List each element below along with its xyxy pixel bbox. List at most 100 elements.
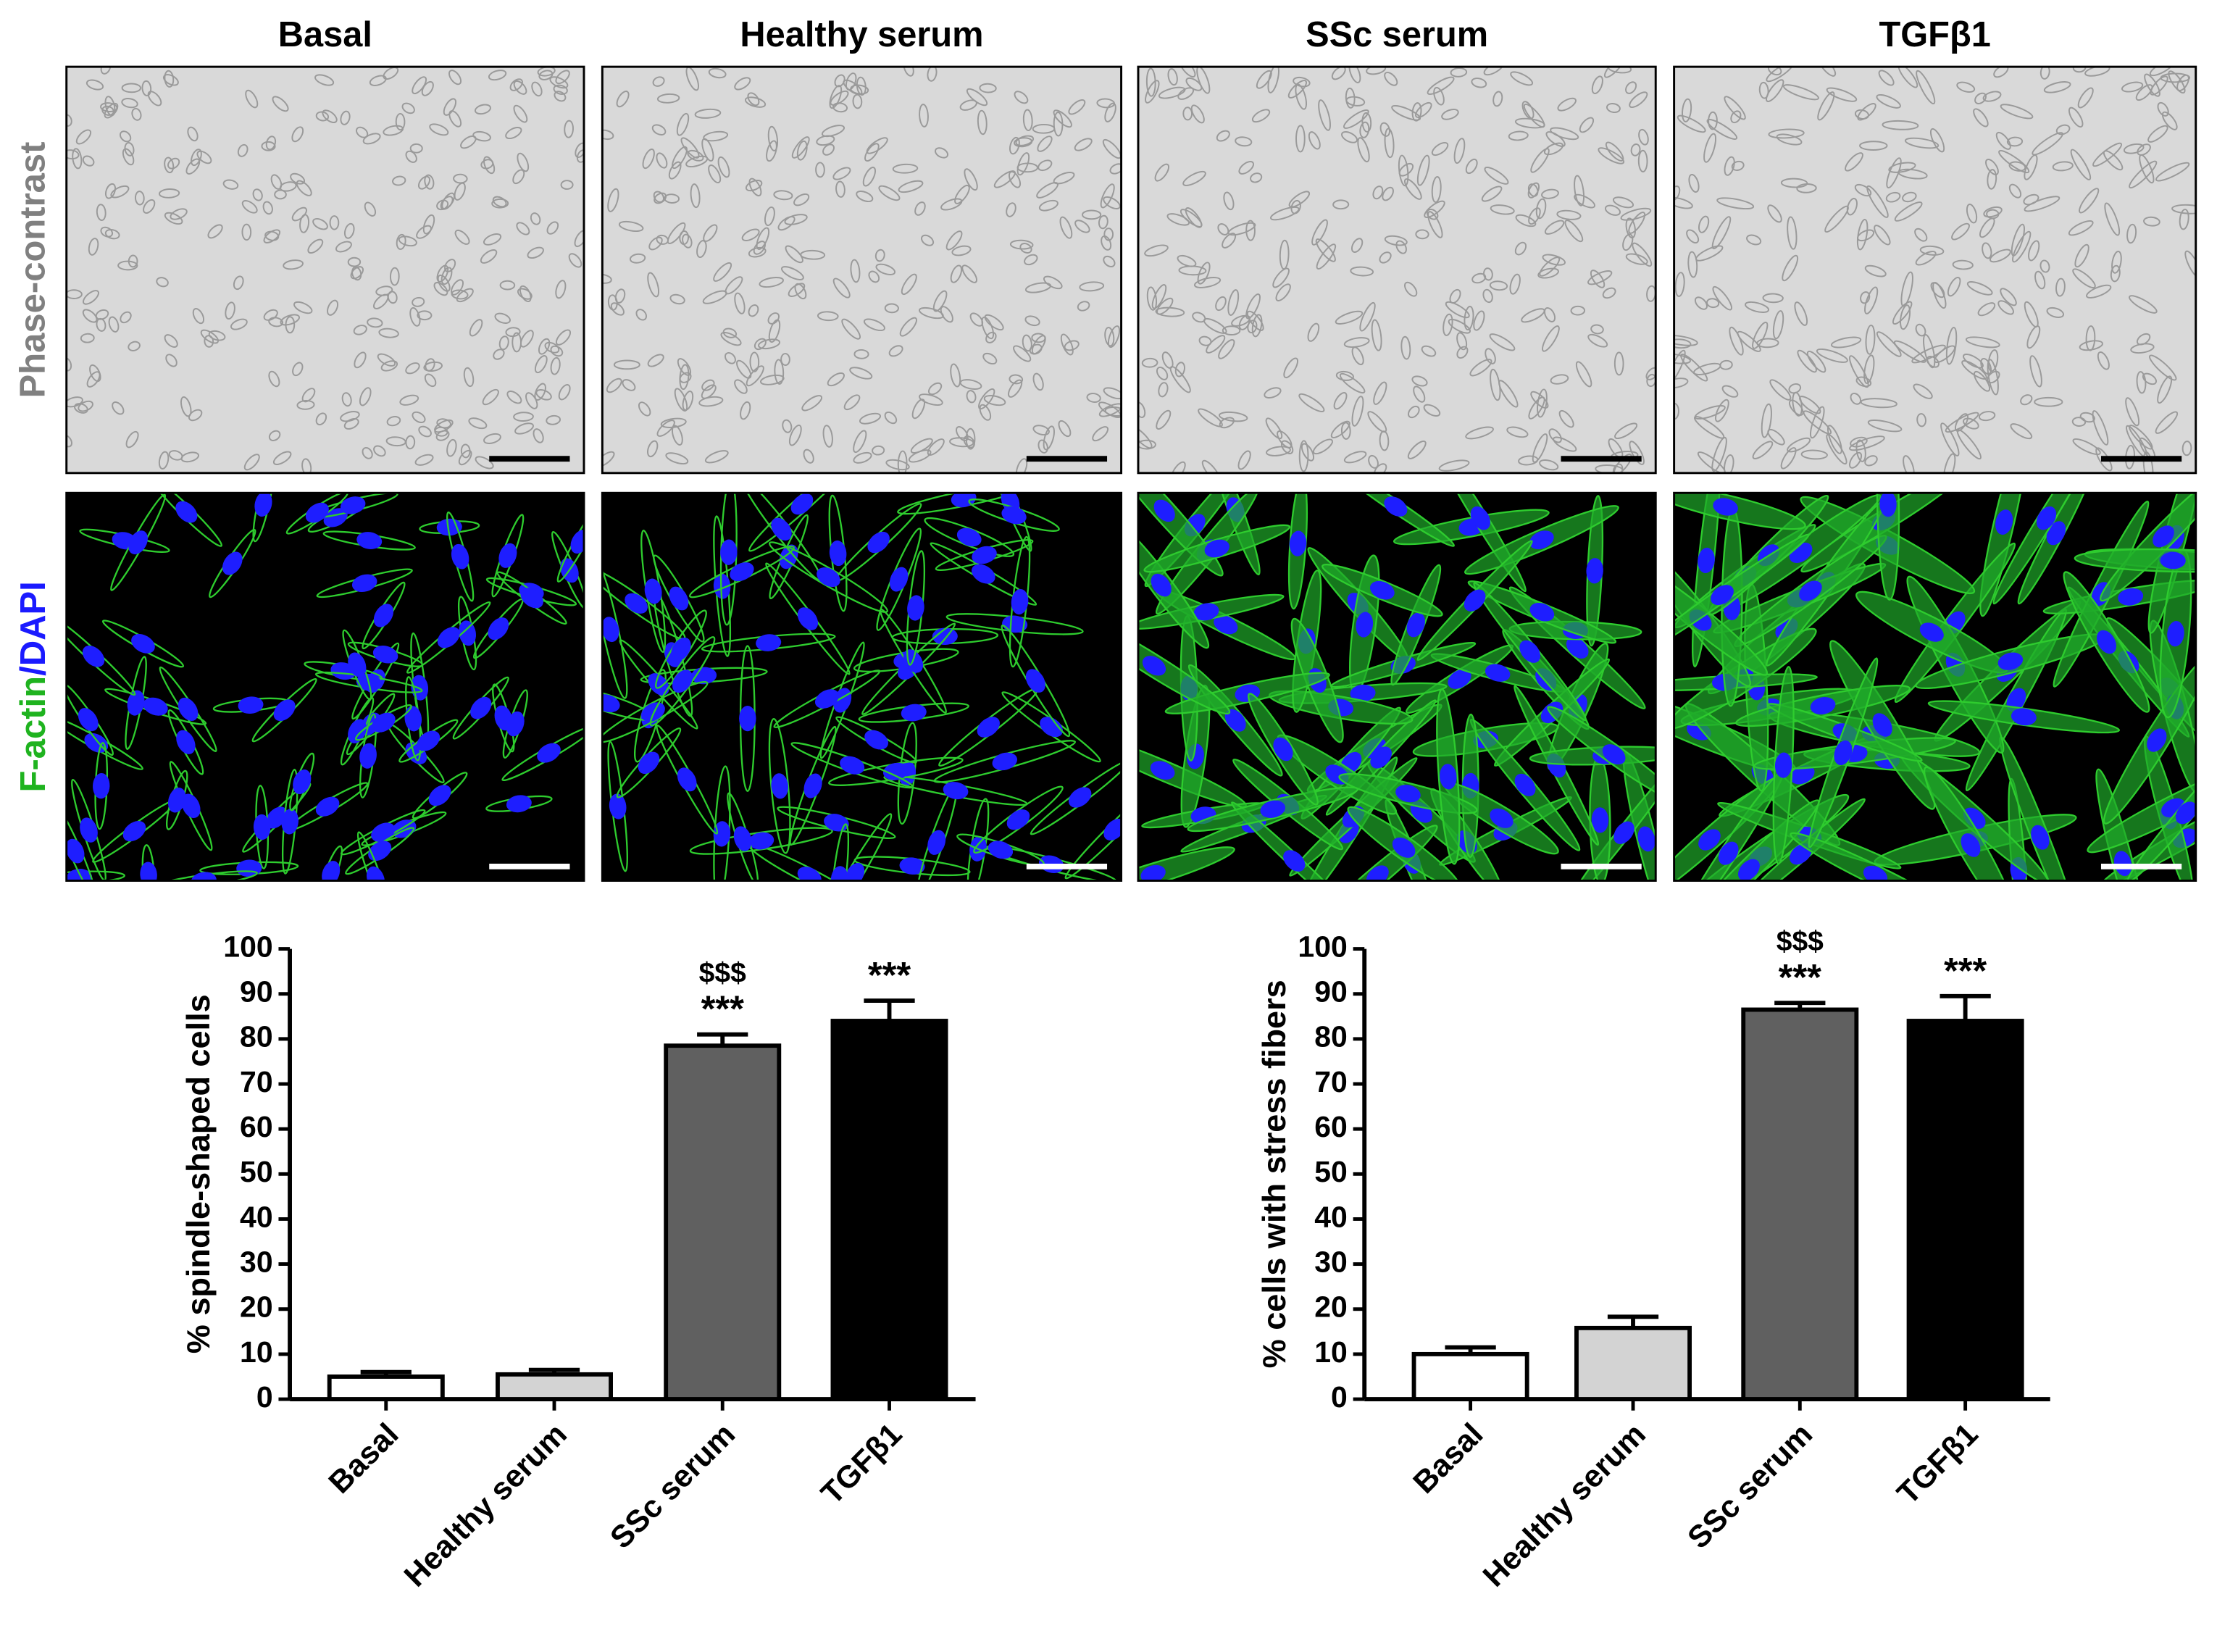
cell — [1826, 433, 1848, 465]
cell — [245, 89, 259, 109]
cell — [296, 399, 315, 410]
cell — [272, 96, 289, 112]
cell — [534, 383, 546, 401]
cell — [1708, 111, 1718, 130]
cell — [774, 359, 785, 385]
cell — [1022, 109, 1033, 132]
cell — [1579, 117, 1595, 133]
cell — [1340, 422, 1351, 440]
nucleus — [1566, 637, 1589, 659]
cell — [1037, 439, 1048, 454]
cell — [1339, 372, 1366, 394]
nucleus — [2147, 728, 2167, 752]
cell — [378, 328, 399, 338]
cell — [517, 152, 530, 172]
cell — [884, 411, 898, 425]
cell — [1158, 86, 1186, 99]
cell — [2184, 250, 2196, 279]
cell — [1335, 310, 1364, 325]
cell — [1270, 206, 1300, 221]
cell — [208, 330, 226, 341]
cell — [656, 152, 668, 169]
cell — [1107, 325, 1121, 349]
cell — [1854, 183, 1872, 197]
cell — [919, 393, 943, 406]
cell — [196, 150, 212, 164]
cell — [488, 70, 507, 81]
cell — [1987, 359, 1999, 396]
cell — [268, 430, 281, 442]
cell — [2136, 333, 2151, 346]
cell — [1442, 313, 1453, 336]
cell — [437, 274, 451, 292]
cell — [104, 183, 117, 199]
cell — [335, 241, 352, 253]
cell — [83, 290, 99, 305]
cell — [1945, 327, 1958, 365]
cell — [454, 182, 466, 201]
cell — [1308, 131, 1321, 150]
cell — [698, 396, 724, 407]
cell — [672, 425, 683, 446]
cell — [950, 363, 961, 388]
cell — [764, 206, 775, 227]
nucleus — [122, 821, 146, 842]
cell — [469, 319, 483, 337]
cell — [264, 230, 280, 241]
nucleus — [771, 517, 792, 541]
cell — [911, 399, 926, 420]
cell — [984, 314, 1004, 331]
cell — [1956, 81, 1976, 93]
cell — [383, 67, 399, 80]
cell — [270, 174, 283, 190]
cell — [780, 353, 790, 367]
cell — [453, 173, 468, 184]
cell — [853, 451, 872, 464]
cell — [1427, 211, 1443, 238]
cell — [2111, 251, 2122, 274]
nucleus — [1289, 530, 1307, 556]
cell — [180, 396, 192, 417]
cell — [480, 159, 494, 170]
cell — [749, 351, 760, 372]
cell — [832, 278, 851, 299]
cell — [2155, 411, 2179, 434]
nucleus — [253, 814, 271, 840]
cell — [85, 79, 104, 91]
cell — [1711, 216, 1732, 250]
cell — [2006, 136, 2024, 147]
cell — [1481, 185, 1503, 202]
cell — [1674, 196, 1693, 209]
nucleus — [1006, 809, 1030, 830]
cell — [200, 329, 220, 344]
cell — [147, 91, 162, 107]
cell — [1109, 163, 1122, 175]
cell — [2161, 111, 2178, 130]
cell — [1625, 253, 1648, 265]
cell — [389, 267, 400, 286]
cell — [1629, 441, 1645, 465]
cell — [827, 372, 845, 387]
cell — [530, 212, 541, 225]
y-tick-label: 10 — [1314, 1335, 1348, 1369]
cell — [1731, 160, 1745, 171]
cell — [555, 280, 567, 299]
cell — [1100, 183, 1115, 209]
nucleus — [1790, 765, 1815, 785]
cell — [1016, 152, 1030, 176]
nucleus — [992, 752, 1017, 771]
cell — [237, 143, 249, 157]
cell — [252, 188, 263, 201]
y-tick-label: 40 — [240, 1200, 273, 1233]
nucleus — [845, 863, 865, 881]
cell — [96, 204, 107, 222]
bar — [327, 1374, 445, 1401]
micrograph-frame — [1137, 491, 1657, 882]
cell — [767, 312, 780, 325]
cell — [1758, 81, 1769, 99]
nucleus — [790, 493, 814, 515]
cell — [66, 289, 83, 299]
cell — [2149, 354, 2177, 381]
cell — [1154, 163, 1170, 182]
nucleus — [1369, 580, 1395, 600]
